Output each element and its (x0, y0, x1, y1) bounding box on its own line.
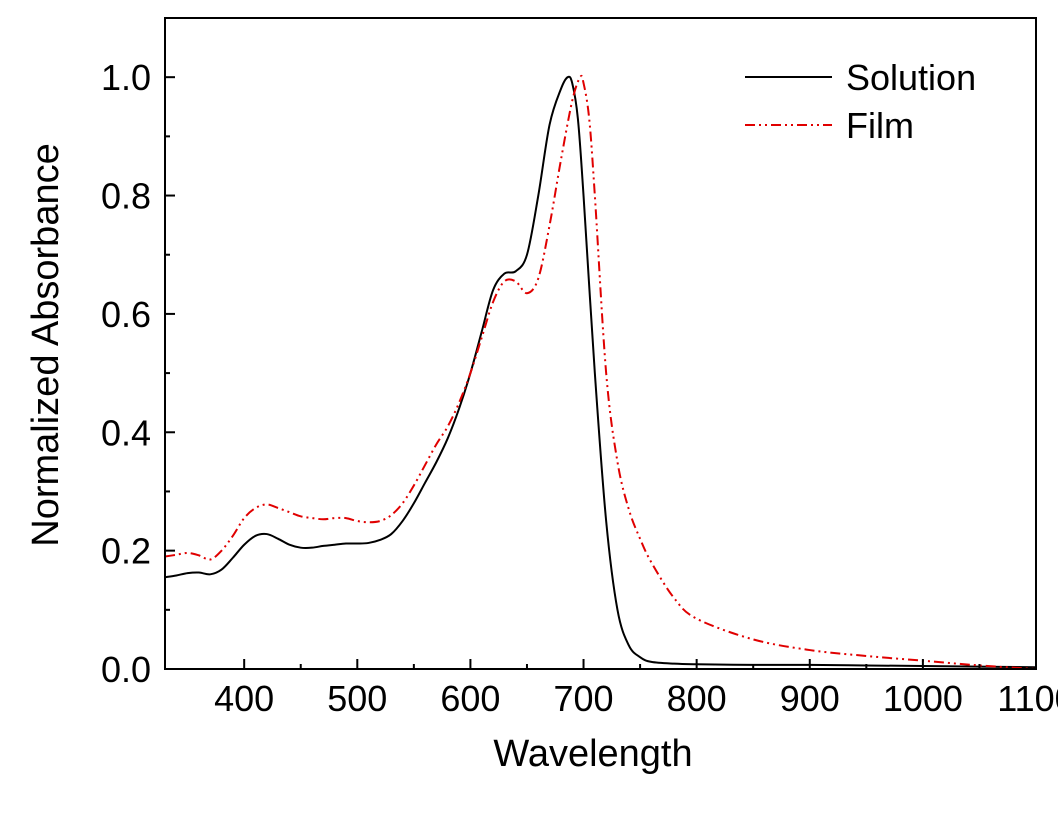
y-tick-label: 0.6 (101, 294, 151, 335)
legend: Solution Film (745, 57, 976, 146)
x-tick-label: 500 (327, 678, 387, 719)
series-line-solution (165, 75, 1036, 669)
y-tick-label: 0.0 (101, 649, 151, 690)
y-tick-label: 0.4 (101, 412, 151, 453)
plot-frame (164, 17, 1037, 670)
y-tick-label: 1.0 (101, 57, 151, 98)
y-tick-label: 0.8 (101, 176, 151, 217)
x-tick-label: 900 (780, 678, 840, 719)
y-axis-title: Normalized Absorbance (25, 143, 67, 546)
y-tick-label: 0.2 (101, 531, 151, 572)
x-axis-title: Wavelength (493, 733, 692, 775)
legend-label-film: Film (846, 105, 914, 146)
x-tick-label: 700 (553, 678, 613, 719)
series-layer (165, 74, 1036, 669)
x-tick-label: 600 (440, 678, 500, 719)
x-tick-label: 800 (667, 678, 727, 719)
series-line-film (165, 74, 1036, 669)
x-tick-label: 1000 (883, 678, 963, 719)
x-tick-label: 400 (214, 678, 274, 719)
y-axis-ticks: 0.0 0.2 0.4 0.6 0.8 1.0 (101, 57, 175, 690)
legend-label-solution: Solution (846, 57, 976, 98)
